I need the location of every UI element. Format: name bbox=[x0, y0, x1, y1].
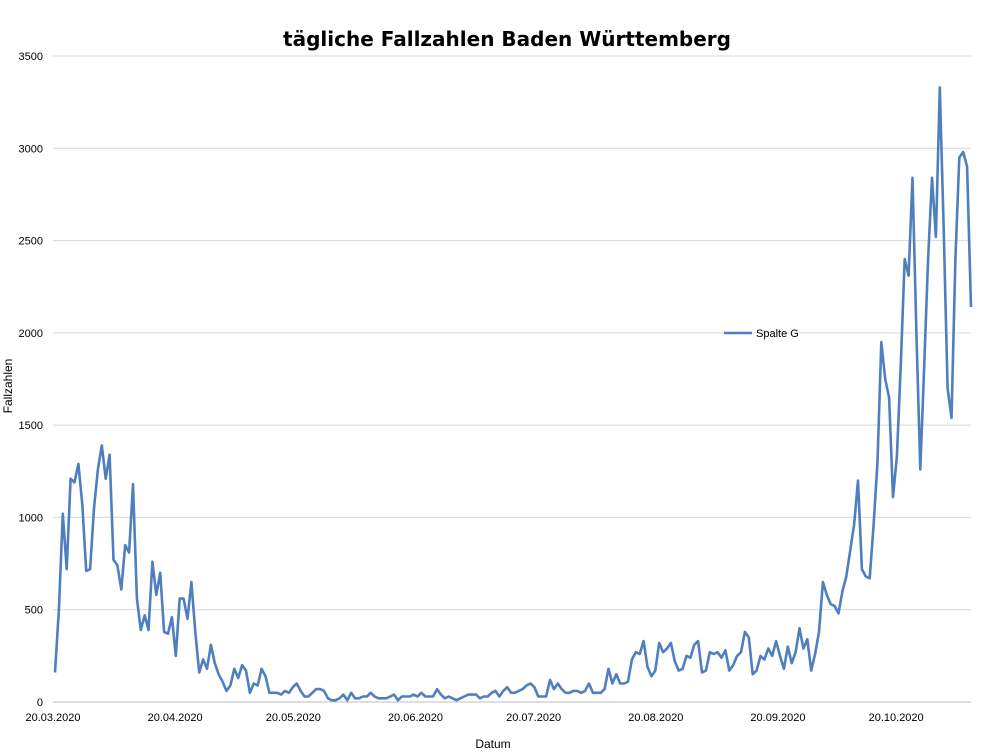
y-axis-label: Fallzahlen bbox=[1, 359, 15, 414]
y-tick-label: 3000 bbox=[19, 143, 43, 155]
x-tick-label: 20.04.2020 bbox=[148, 712, 203, 724]
x-tick-label: 20.07.2020 bbox=[506, 712, 561, 724]
y-tick-label: 1000 bbox=[19, 512, 43, 524]
x-axis-ticks: 20.03.2020 20.04.2020 20.05.2020 20.06.2020… bbox=[25, 712, 923, 724]
legend-label: Spalte G bbox=[756, 328, 799, 340]
y-axis-ticks: 0 500 1000 1500 2000 2500 3000 3500 bbox=[19, 51, 43, 709]
x-tick-label: 20.06.2020 bbox=[388, 712, 443, 724]
y-tick-label: 2000 bbox=[19, 328, 43, 340]
y-tick-label: 1500 bbox=[19, 420, 43, 432]
x-tick-label: 20.10.2020 bbox=[869, 712, 924, 724]
x-axis-label: Datum bbox=[475, 737, 510, 751]
x-tick-label: 20.03.2020 bbox=[25, 712, 80, 724]
y-tick-label: 3500 bbox=[19, 51, 43, 63]
series-line-spalte-g bbox=[53, 86, 973, 702]
y-tick-label: 2500 bbox=[19, 236, 43, 248]
x-tick-label: 20.08.2020 bbox=[628, 712, 683, 724]
legend: Spalte G bbox=[724, 328, 799, 340]
gridlines bbox=[53, 55, 971, 611]
chart-title: tägliche Fallzahlen Baden Württemberg bbox=[283, 27, 731, 51]
y-tick-label: 0 bbox=[37, 697, 43, 709]
y-tick-label: 500 bbox=[25, 605, 43, 617]
x-tick-label: 20.09.2020 bbox=[750, 712, 805, 724]
x-tick-label: 20.05.2020 bbox=[266, 712, 321, 724]
